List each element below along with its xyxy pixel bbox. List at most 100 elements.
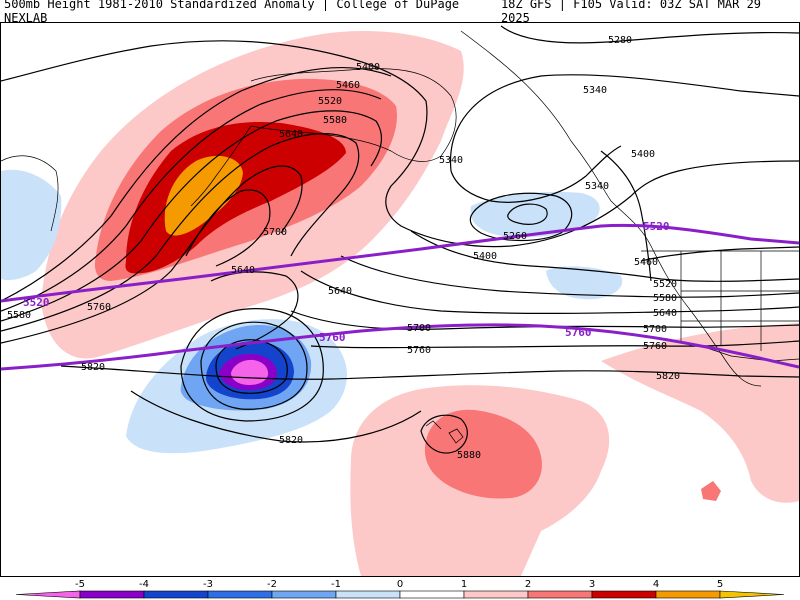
- colorbar-swatch: [655, 590, 721, 599]
- colorbar-svg: -5 -4 -3 -2 -1 0 1 2 3 4 5: [15, 579, 785, 599]
- contour-5340-north: [449, 74, 799, 172]
- label-5820-west: 5820: [81, 362, 105, 373]
- positive-anomaly-1-east: [601, 323, 799, 503]
- label-5460-north: 5460: [336, 80, 360, 91]
- label-5760-east: 5760: [643, 341, 667, 352]
- colorbar-tick-label: 5: [717, 579, 723, 590]
- map-svg: 5400 5460 5520 5580 5640 5700 5640 5640 …: [1, 25, 799, 576]
- highlight-5520: [1, 223, 799, 303]
- contour-5700-west: [185, 189, 271, 267]
- colorbar-tick-label: -1: [331, 579, 341, 590]
- label-5700-center: 5700: [407, 323, 431, 334]
- map-title: 500mb Height 1981-2010 Standardized Anom…: [4, 0, 460, 25]
- colorbar: -5 -4 -3 -2 -1 0 1 2 3 4 5: [0, 576, 800, 600]
- negative-anomaly-1-east: [546, 266, 623, 300]
- colorbar-swatch: [591, 590, 657, 599]
- contour-west-set-4: [1, 133, 360, 332]
- label-5760-center: 5760: [407, 345, 431, 356]
- label-5580-west: 5580: [7, 310, 31, 321]
- colorbar-tick-label: 2: [525, 579, 531, 590]
- colorbar-swatches: [15, 590, 785, 599]
- label-5640-north: 5640: [279, 129, 303, 140]
- colorbar-tick-label: 3: [589, 579, 595, 590]
- colorbar-swatch: [207, 590, 273, 599]
- label-5340-coast: 5340: [585, 181, 609, 192]
- contour-5460-east: [640, 246, 799, 262]
- label-5520-purple-east: 5520: [643, 220, 670, 233]
- label-5700-east: 5700: [643, 324, 667, 335]
- colorbar-swatch: [719, 590, 785, 599]
- highlight-contours: [1, 223, 799, 371]
- contour-west-set-2: [1, 89, 382, 312]
- highlight-5760: [1, 323, 799, 371]
- model-run-info: 18Z GFS | F105 Valid: 03Z SAT MAR 29 202…: [500, 0, 762, 25]
- label-5280-ne: 5280: [608, 35, 632, 46]
- contour-5280: [500, 25, 799, 44]
- contour-5880: [420, 414, 468, 454]
- label-5640-south: 5640: [328, 286, 352, 297]
- contour-low-ring: [469, 192, 573, 242]
- colorbar-swatch: [15, 590, 81, 599]
- label-5640-east: 5640: [653, 308, 677, 319]
- label-5580-north: 5580: [323, 115, 347, 126]
- contour-low-center: [507, 203, 548, 225]
- label-5400-north: 5400: [356, 62, 380, 73]
- contour-5400-upper: [1, 40, 799, 248]
- label-5400-east: 5400: [631, 149, 655, 160]
- us-states-grid: [680, 251, 799, 351]
- label-5760-purple-east: 5760: [565, 326, 592, 339]
- height-contours: [1, 25, 799, 454]
- label-5700-west: 5700: [263, 227, 287, 238]
- label-5640-mid: 5640: [231, 265, 255, 276]
- contour-low-south-1: [215, 339, 288, 394]
- positive-anomaly-2-hawaii: [424, 409, 542, 499]
- negative-anomaly-1-west: [1, 169, 62, 281]
- contour-5580: [340, 255, 799, 298]
- aleutian-chain: [190, 125, 252, 207]
- map-panel: 5400 5460 5520 5580 5640 5700 5640 5640 …: [0, 22, 800, 577]
- label-5880-hawaii: 5880: [457, 450, 481, 461]
- header-bar: 500mb Height 1981-2010 Standardized Anom…: [0, 0, 800, 25]
- label-5400-low: 5400: [473, 251, 497, 262]
- label-5520-north: 5520: [318, 96, 342, 107]
- contour-label-group: 5400 5460 5520 5580 5640 5700 5640 5640 …: [7, 35, 680, 461]
- contour-west-set-1: [1, 66, 392, 302]
- contour-west-set-3: [1, 110, 383, 322]
- colorbar-tick-label: 1: [461, 579, 467, 590]
- mexico-border: [700, 345, 799, 362]
- colorbar-swatch: [335, 590, 401, 599]
- colorbar-tick-label: -4: [139, 579, 149, 590]
- label-5520-purple-west: 5520: [23, 296, 50, 309]
- contour-5340-low: [450, 145, 622, 203]
- colorbar-tick-label: 4: [653, 579, 659, 590]
- colorbar-swatch: [143, 590, 209, 599]
- label-5340-ne: 5340: [583, 85, 607, 96]
- colorbar-swatch: [79, 590, 145, 599]
- label-5820-east: 5820: [656, 371, 680, 382]
- label-5760-purple-center: 5760: [319, 331, 346, 344]
- colorbar-swatch: [271, 590, 337, 599]
- contour-low-south-2: [200, 321, 308, 410]
- contour-east-trough: [600, 150, 652, 282]
- colorbar-swatch: [399, 590, 465, 599]
- label-5580-east: 5580: [653, 293, 677, 304]
- contour-5760: [310, 340, 799, 349]
- label-5820-south: 5820: [279, 435, 303, 446]
- highlight-label-group: 5520 5520 5760 5760: [23, 220, 670, 344]
- label-5460-east: 5460: [634, 257, 658, 268]
- anomaly-shading: [1, 31, 799, 576]
- colorbar-swatch: [463, 590, 529, 599]
- colorbar-tick-label: -5: [75, 579, 85, 590]
- contour-5820: [60, 365, 799, 380]
- contour-west-set-5: [1, 165, 303, 344]
- colorbar-tick-labels: -5 -4 -3 -2 -1 0 1 2 3 4 5: [75, 579, 723, 590]
- label-5760-west: 5760: [87, 302, 111, 313]
- label-5340-low: 5340: [439, 155, 463, 166]
- contour-5520: [410, 230, 799, 282]
- label-5520-east: 5520: [653, 279, 677, 290]
- colorbar-tick-label: 0: [397, 579, 403, 590]
- colorbar-tick-label: -2: [267, 579, 277, 590]
- asia-coast: [1, 155, 59, 232]
- contour-low-south-3: [180, 308, 324, 422]
